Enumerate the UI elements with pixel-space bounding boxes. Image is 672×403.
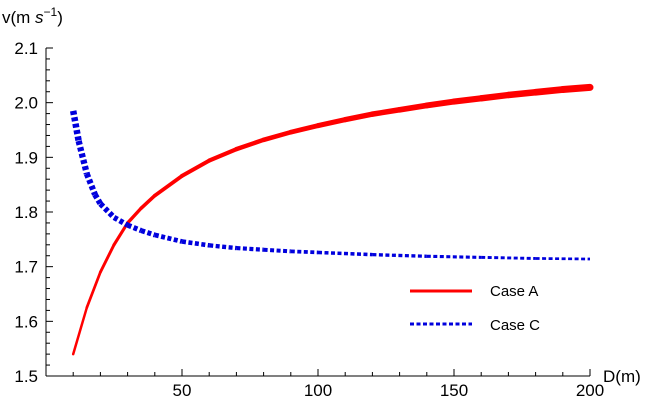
y-tick-label: 1.7 (14, 258, 38, 277)
series-segment-case-c (208, 243, 237, 251)
series-segment-case-a (369, 107, 403, 117)
series-segment-case-a (396, 102, 430, 113)
series-segment-case-a (532, 86, 567, 96)
series-segment-case-a (478, 91, 512, 102)
series-segment-case-c (112, 215, 129, 228)
series-segment-case-a (207, 147, 239, 163)
y-tick-label: 1.8 (14, 203, 38, 222)
x-tick-label: 100 (304, 381, 332, 400)
series-segment-case-a (342, 111, 376, 123)
y-tick-label: 1.6 (14, 312, 38, 331)
series-segment-case-c (290, 249, 319, 255)
series-segment-case-a (234, 137, 266, 152)
legend-item-case-c: Case C (410, 317, 540, 334)
series-segment-case-c (92, 193, 103, 206)
series-segment-case-c (126, 222, 143, 234)
series-segment-case-c (317, 250, 373, 257)
series-segment-case-c (83, 172, 98, 196)
series-segment-case-c (426, 254, 482, 259)
series-segment-case-c (98, 201, 117, 220)
series-segment-case-c (154, 232, 183, 244)
x-ticks: 50 100 150 200 (72, 369, 604, 400)
series-segment-case-a (152, 174, 184, 198)
series-segment-case-a (98, 243, 116, 274)
y-ticks: 1.5 1.6 1.7 1.8 1.9 2.0 2.1 (14, 39, 53, 386)
legend-item-case-a: Case A (410, 283, 538, 300)
series-segment-case-c (535, 257, 591, 261)
series-segment-case-a (288, 123, 321, 135)
series-segment-case-c (263, 247, 291, 254)
y-axis-label: v(m s−1) (2, 5, 63, 27)
legend-label-case-a: Case A (490, 283, 538, 300)
series-segment-case-c (140, 228, 156, 238)
legend: Case A Case C (410, 283, 540, 334)
series-segment-case-c (70, 110, 82, 142)
x-tick-label: 200 (576, 381, 604, 400)
series-segment-case-c (236, 245, 264, 252)
y-tick-label: 2.0 (14, 94, 38, 113)
series-segment-case-a (423, 98, 457, 109)
y-tick-label: 1.5 (14, 367, 38, 386)
y-tick-label: 1.9 (14, 148, 38, 167)
series-segment-case-a (71, 306, 89, 356)
series-segment-case-c (181, 239, 210, 248)
x-axis-label: D(m) (603, 367, 641, 386)
legend-label-case-c: Case C (490, 317, 540, 334)
x-tick-label: 50 (173, 381, 192, 400)
series-segment-case-c (372, 252, 427, 258)
x-tick-label: 150 (440, 381, 468, 400)
series-segment-case-a (180, 158, 212, 178)
y-tick-label: 2.1 (14, 39, 38, 58)
series-segment-case-a (315, 117, 348, 129)
series-segment-case-a (505, 88, 539, 99)
series-segment-case-a (139, 193, 157, 210)
series-segment-case-a (261, 129, 294, 143)
series-group (70, 83, 594, 356)
series-segment-case-c (481, 255, 536, 260)
series-segment-case-a (559, 83, 594, 94)
series-segment-case-a (125, 206, 143, 225)
series-segment-case-a (85, 270, 102, 310)
series-segment-case-a (450, 95, 485, 105)
series-segment-case-c (75, 140, 90, 175)
